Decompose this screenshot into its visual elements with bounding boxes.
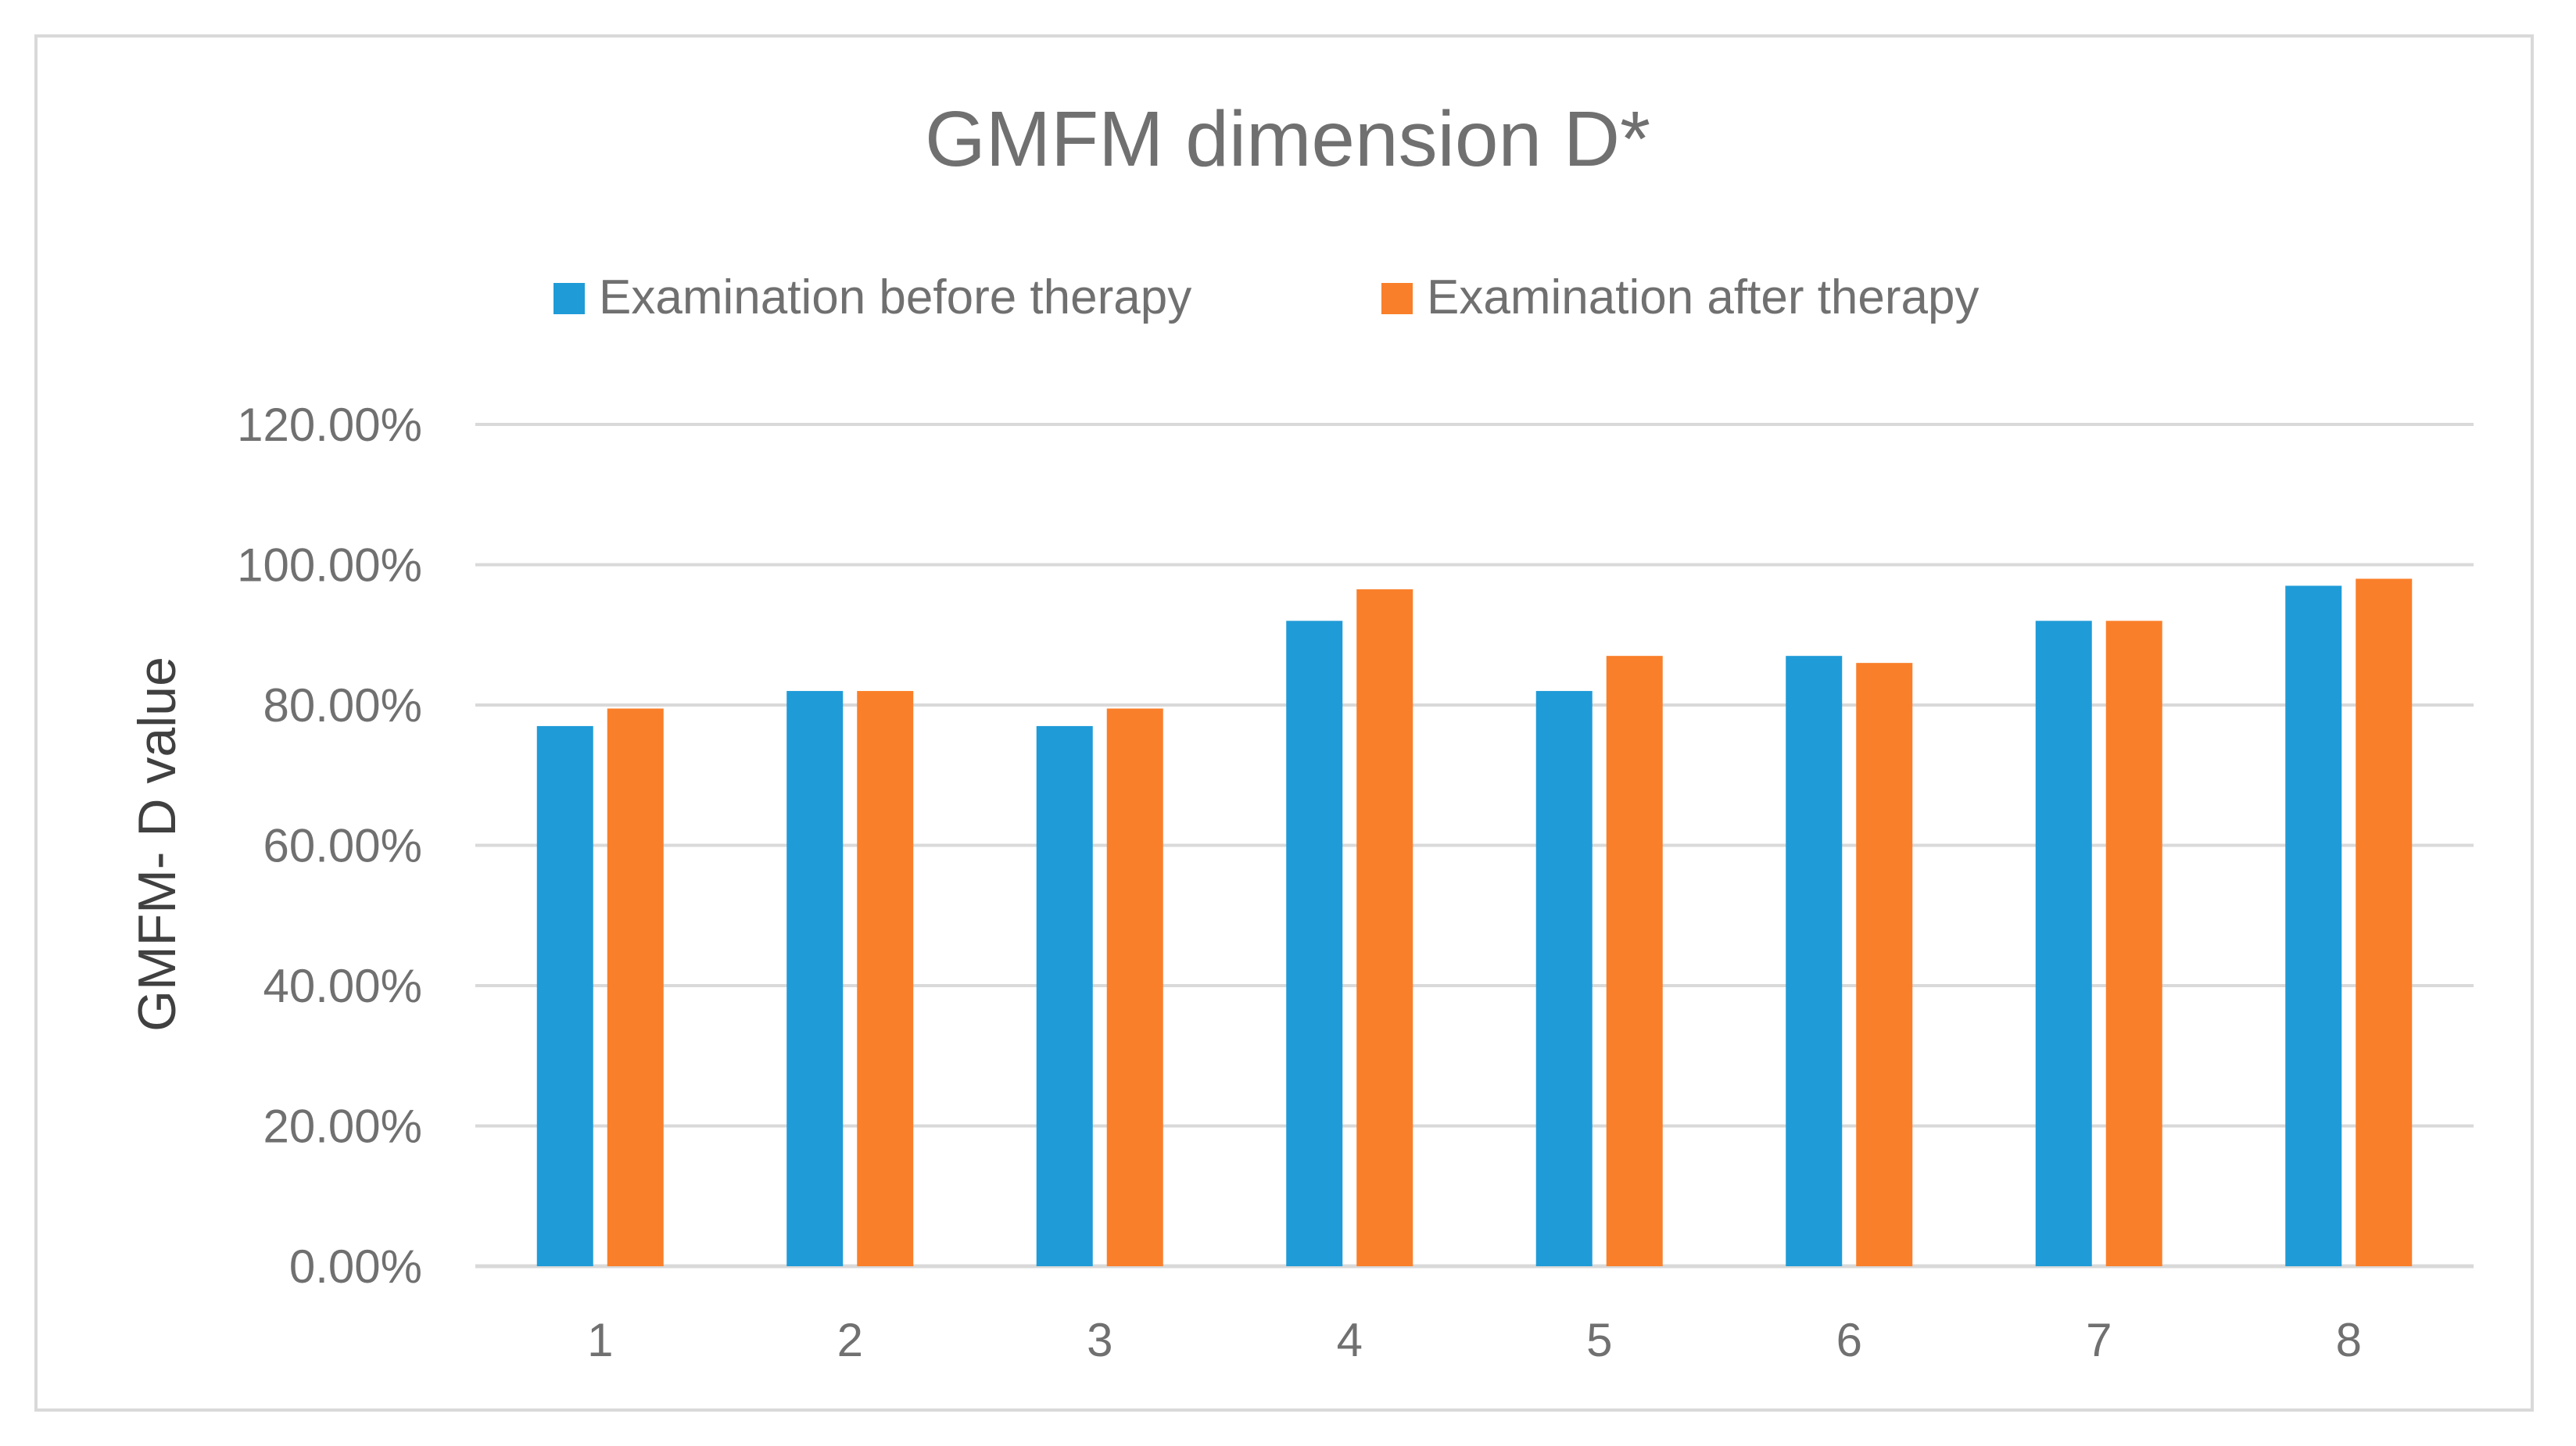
- bar-after-5: [1606, 656, 1663, 1266]
- bar-before-4: [1286, 621, 1343, 1266]
- legend-label-before: Examination before therapy: [599, 270, 1191, 324]
- x-tick-label: 5: [1586, 1314, 1612, 1366]
- legend: Examination before therapy Examination a…: [554, 270, 1979, 324]
- bar-before-2: [786, 691, 844, 1266]
- chart-title: GMFM dimension D*: [925, 95, 1650, 183]
- bar-after-4: [1356, 589, 1413, 1266]
- x-axis-ticks: 1 2 3 4 5 6 7 8: [587, 1314, 2362, 1366]
- x-tick-label: 7: [2086, 1314, 2112, 1366]
- bar-after-8: [2356, 578, 2413, 1266]
- x-tick-label: 4: [1337, 1314, 1363, 1366]
- bar-after-1: [607, 708, 664, 1266]
- x-tick-label: 8: [2336, 1314, 2362, 1366]
- legend-swatch-after: [1381, 283, 1413, 314]
- y-tick-label: 80.00%: [263, 679, 423, 732]
- bar-after-7: [2105, 621, 2162, 1266]
- x-tick-label: 1: [587, 1314, 613, 1366]
- bar-before-3: [1036, 725, 1093, 1266]
- bar-before-6: [1786, 656, 1843, 1266]
- bar-before-8: [2285, 585, 2342, 1266]
- bars: [536, 578, 2413, 1266]
- bar-before-1: [536, 725, 593, 1266]
- bar-before-7: [2035, 621, 2092, 1266]
- y-tick-label: 60.00%: [263, 820, 423, 872]
- y-tick-label: 100.00%: [237, 539, 422, 592]
- y-tick-label: 40.00%: [263, 960, 423, 1012]
- legend-label-after: Examination after therapy: [1427, 270, 1979, 324]
- legend-swatch-before: [554, 283, 585, 314]
- bar-before-5: [1535, 691, 1593, 1266]
- x-tick-label: 3: [1087, 1314, 1112, 1366]
- x-tick-label: 6: [1836, 1314, 1862, 1366]
- bar-after-3: [1106, 708, 1163, 1266]
- bar-after-2: [857, 691, 914, 1266]
- gridlines: [475, 423, 2474, 1269]
- x-tick-label: 2: [837, 1314, 863, 1366]
- y-tick-label: 0.00%: [289, 1240, 422, 1293]
- bar-after-6: [1856, 663, 1913, 1266]
- y-axis-ticks: 0.00% 20.00% 40.00% 60.00% 80.00% 100.00% 120.…: [237, 399, 422, 1293]
- y-tick-label: 120.00%: [237, 399, 422, 451]
- y-tick-label: 20.00%: [263, 1101, 423, 1153]
- y-axis-title: GMFM- D value: [127, 657, 187, 1032]
